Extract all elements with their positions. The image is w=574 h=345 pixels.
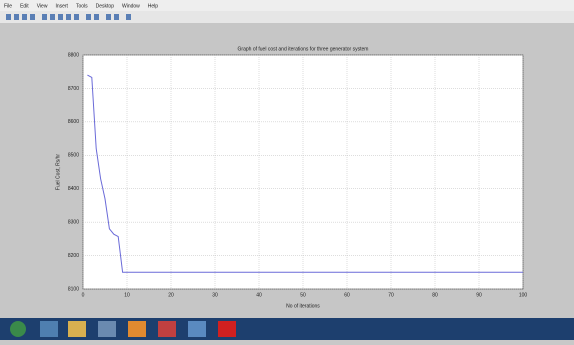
menu-item[interactable]: Insert — [55, 3, 68, 9]
x-tick-label: 80 — [432, 292, 438, 298]
x-tick-label: 20 — [168, 292, 174, 298]
tool-icon[interactable] — [30, 14, 35, 20]
x-tick-label: 60 — [344, 292, 350, 298]
x-tick-label: 40 — [256, 292, 262, 298]
tool-icon[interactable] — [114, 14, 119, 20]
tool-icon[interactable] — [86, 14, 91, 20]
y-tick-label: 8800 — [68, 52, 79, 58]
tool-icon[interactable] — [14, 14, 19, 20]
x-tick-label: 70 — [388, 292, 394, 298]
tool-icon[interactable] — [22, 14, 27, 20]
x-axis-label: No of iterations — [286, 303, 320, 309]
menu-item[interactable]: Tools — [76, 3, 88, 9]
taskbar-icon[interactable] — [98, 321, 116, 337]
taskbar-icon[interactable] — [128, 321, 146, 337]
tool-icon[interactable] — [6, 14, 11, 20]
start-button[interactable] — [10, 321, 26, 337]
tool-icon[interactable] — [94, 14, 99, 20]
menu-item[interactable]: File — [4, 3, 12, 9]
tool-icon[interactable] — [106, 14, 111, 20]
y-tick-label: 8500 — [68, 153, 79, 159]
taskbar-icon[interactable] — [40, 321, 58, 337]
screen: Graph of fuel cost and iterations for th… — [0, 0, 574, 340]
chart-title: Graph of fuel cost and iterations for th… — [238, 46, 369, 52]
menu-item[interactable]: View — [37, 3, 48, 9]
taskbar — [0, 318, 574, 340]
y-tick-label: 8200 — [68, 253, 79, 259]
y-tick-label: 8600 — [68, 119, 79, 125]
y-tick-label: 8400 — [68, 186, 79, 192]
tool-icon[interactable] — [50, 14, 55, 20]
x-tick-label: 50 — [300, 292, 306, 298]
taskbar-icon[interactable] — [68, 321, 86, 337]
taskbar-icon[interactable] — [158, 321, 176, 337]
x-tick-label: 0 — [82, 292, 85, 298]
x-tick-label: 10 — [124, 292, 130, 298]
taskbar-icon[interactable] — [188, 321, 206, 337]
x-tick-label: 90 — [476, 292, 482, 298]
y-axis-label: Fuel Cost, Rs/hr — [55, 154, 61, 190]
menu-item[interactable]: Desktop — [96, 3, 115, 9]
tool-icon[interactable] — [74, 14, 79, 20]
menu-item[interactable]: Edit — [20, 3, 29, 9]
menu-item[interactable]: Window — [122, 3, 140, 9]
x-tick-label: 30 — [212, 292, 218, 298]
menu-item[interactable]: Help — [148, 3, 159, 9]
y-tick-label: 8300 — [68, 219, 79, 225]
tool-icon[interactable] — [66, 14, 71, 20]
y-tick-label: 8100 — [68, 286, 79, 292]
tool-icon[interactable] — [42, 14, 47, 20]
taskbar-icon[interactable] — [218, 321, 236, 337]
tool-icon[interactable] — [126, 14, 131, 20]
x-tick-label: 100 — [519, 292, 528, 298]
y-tick-label: 8700 — [68, 86, 79, 92]
tool-icon[interactable] — [58, 14, 63, 20]
